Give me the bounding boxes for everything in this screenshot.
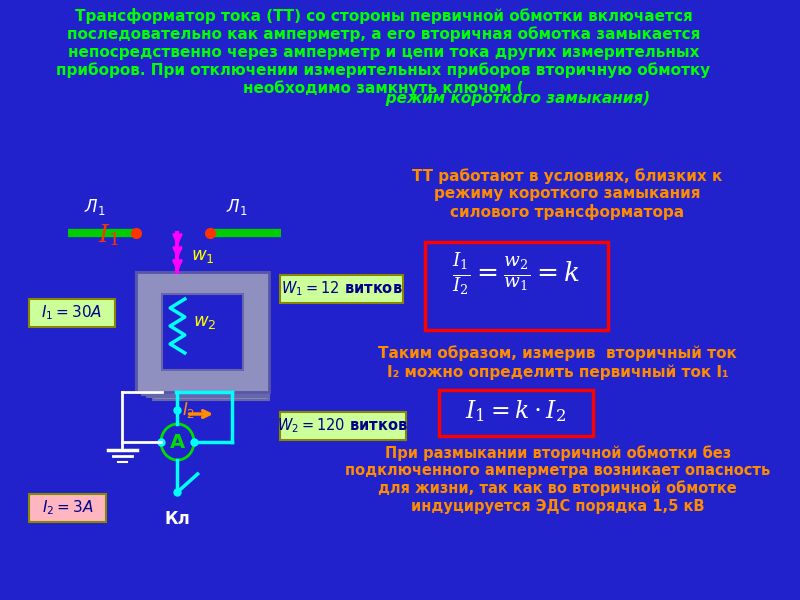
Text: $Л_1$: $Л_1$	[226, 197, 248, 217]
Text: режим короткого замыкания): режим короткого замыкания)	[118, 91, 650, 106]
Text: Трансформатор тока (ТТ) со стороны первичной обмотки включается
последовательно : Трансформатор тока (ТТ) со стороны перви…	[57, 8, 710, 96]
Text: $Л_1$: $Л_1$	[84, 197, 106, 217]
Text: $\frac{I_1}{I_2} = \frac{w_2}{w_1} = k$: $\frac{I_1}{I_2} = \frac{w_2}{w_1} = k$	[453, 252, 581, 298]
Text: $I_1 = k \cdot I_2$: $I_1 = k \cdot I_2$	[465, 398, 566, 424]
Text: $I_1= 30A$: $I_1= 30A$	[42, 304, 102, 322]
Text: A: A	[170, 433, 185, 452]
Text: $I_2= 3A$: $I_2= 3A$	[42, 499, 94, 517]
Text: Кл: Кл	[165, 510, 190, 528]
Text: ТТ работают в условиях, близких к
режиму короткого замыкания
силового трансформа: ТТ работают в условиях, близких к режиму…	[412, 168, 722, 220]
FancyBboxPatch shape	[280, 275, 403, 303]
Text: $W_1=12$ витков: $W_1=12$ витков	[281, 280, 402, 298]
Bar	[147, 282, 269, 397]
Circle shape	[161, 424, 194, 460]
FancyBboxPatch shape	[29, 494, 106, 522]
FancyBboxPatch shape	[280, 412, 406, 440]
Bar	[142, 277, 269, 395]
Bar	[153, 287, 269, 400]
Text: Таким образом, измерив  вторичный ток: Таким образом, измерив вторичный ток	[378, 345, 737, 361]
Bar	[136, 272, 269, 392]
Bar	[162, 294, 243, 370]
Text: $\mathit{I}_1$: $\mathit{I}_1$	[98, 222, 118, 248]
Text: $I_2$: $I_2$	[182, 400, 195, 420]
Bar	[425, 242, 608, 330]
Text: $w_1$: $w_1$	[191, 247, 215, 265]
Text: I₂ можно определить первичный ток I₁: I₂ можно определить первичный ток I₁	[387, 365, 729, 380]
Text: При размыкании вторичной обмотки без
подключенного амперметра возникает опасност: При размыкании вторичной обмотки без под…	[345, 445, 770, 514]
Text: $w_2$: $w_2$	[193, 313, 217, 331]
FancyBboxPatch shape	[29, 299, 115, 327]
Text: $W_2= 120$ витков: $W_2= 120$ витков	[277, 416, 408, 436]
Bar	[136, 272, 269, 392]
Bar	[438, 390, 593, 436]
